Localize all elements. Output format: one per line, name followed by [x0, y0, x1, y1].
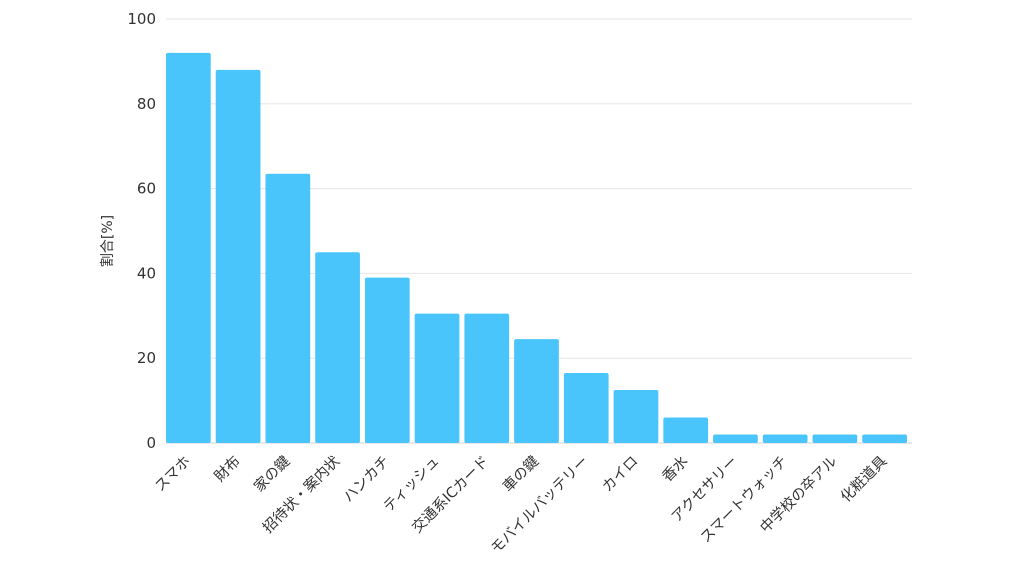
x-tick-label: 家の鍵	[251, 453, 294, 496]
y-tick-label: 20	[137, 349, 156, 367]
bar-14	[812, 434, 858, 443]
bar-15	[862, 434, 907, 443]
bar-10	[613, 390, 659, 443]
bars	[166, 52, 907, 444]
x-tick-label: 財布	[211, 453, 244, 486]
x-tick-label: 車の鍵	[499, 453, 542, 496]
y-axis-title: 割合[%]	[99, 215, 116, 267]
x-tick-label: スマートウォッチ	[697, 453, 791, 547]
bar-12	[713, 434, 758, 443]
bar-6	[414, 313, 460, 443]
x-tick-label: ハンカチ	[341, 453, 393, 505]
bar-9	[563, 373, 609, 443]
bar-1	[166, 52, 211, 444]
y-tick-label: 0	[146, 434, 156, 452]
bar-2	[215, 69, 261, 443]
x-tick-label: モバイルバッテリー	[488, 453, 592, 557]
bar-7	[464, 313, 510, 443]
bar-13	[762, 434, 808, 443]
y-tick-label: 80	[137, 95, 156, 113]
y-axis-ticks: 0 20 40 60 80 100	[127, 10, 156, 452]
bar-11	[663, 417, 709, 443]
y-tick-label: 100	[127, 10, 156, 28]
y-tick-label: 40	[137, 264, 156, 282]
x-tick-label: 化粧道具	[837, 453, 890, 506]
x-tick-label: カイロ	[600, 453, 642, 495]
y-tick-label: 60	[137, 180, 156, 198]
bar-3	[265, 173, 311, 443]
bar-8	[514, 339, 559, 443]
bar-4	[315, 252, 360, 443]
bar-5	[364, 277, 410, 443]
x-tick-label: 香水	[659, 452, 692, 485]
x-tick-label: スマホ	[152, 453, 194, 495]
